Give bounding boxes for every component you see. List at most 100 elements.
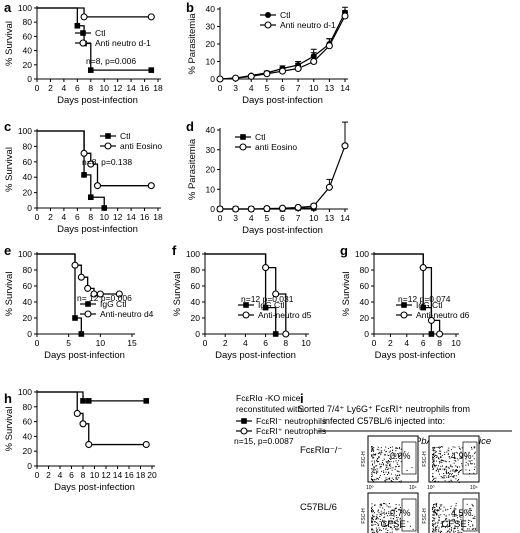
chart-i-dot bbox=[373, 454, 375, 456]
chart-i-dot bbox=[380, 503, 382, 505]
chart-i-dot bbox=[379, 506, 381, 508]
chart-i-dot bbox=[379, 504, 381, 506]
chart-h-series-0-line bbox=[37, 391, 147, 402]
chart-d-series-1-point bbox=[278, 204, 287, 212]
chart-i-dot bbox=[376, 448, 378, 450]
chart-b-series-1-point bbox=[263, 70, 271, 78]
chart-i-dot bbox=[438, 446, 440, 448]
chart-i-dot bbox=[376, 516, 378, 518]
chart-i-dot bbox=[374, 472, 376, 474]
chart-i-dot bbox=[449, 521, 451, 523]
chart-d-x-tick-label: 5 bbox=[265, 213, 270, 223]
chart-d-y-tick-label: 30 bbox=[206, 145, 216, 155]
chart-i-dot bbox=[434, 466, 436, 468]
chart-f-series-1-point bbox=[262, 264, 270, 272]
chart-i-dot bbox=[461, 528, 463, 530]
chart-i-dot bbox=[438, 519, 440, 521]
chart-a-x-label: Days post-infection bbox=[57, 95, 138, 106]
chart-i: Sorted 7/4⁺ Ly6G⁺ FcεRI⁺ neutrophils fro… bbox=[298, 404, 512, 533]
chart-i-dot bbox=[432, 473, 434, 475]
chart-b-x-tick-label: 4 bbox=[249, 83, 254, 93]
chart-i-dot bbox=[471, 503, 473, 505]
panel-c-letter: c bbox=[4, 119, 11, 134]
chart-i-dot bbox=[448, 519, 450, 521]
chart-e-series-1 bbox=[37, 253, 123, 298]
chart-i-dot bbox=[395, 466, 397, 468]
chart-i-dot bbox=[435, 465, 437, 467]
chart-i-dot bbox=[439, 462, 441, 464]
chart-h-x-tick-label: 4 bbox=[58, 470, 63, 480]
chart-i-dot bbox=[371, 511, 373, 513]
chart-i-dot bbox=[400, 453, 402, 455]
chart-i-dot bbox=[372, 464, 374, 466]
chart-i-dot bbox=[378, 457, 380, 459]
chart-i-dot bbox=[372, 457, 374, 459]
chart-i-dot bbox=[450, 449, 452, 451]
chart-i-dot bbox=[380, 452, 382, 454]
chart-i-dot bbox=[457, 480, 459, 482]
chart-i-dot bbox=[451, 519, 453, 521]
chart-i-dot bbox=[389, 478, 391, 480]
chart-i-dot bbox=[371, 478, 373, 480]
chart-i-dot bbox=[467, 519, 469, 521]
panel-f-letter: f bbox=[172, 243, 177, 258]
chart-a-legend-label: Ctl bbox=[95, 28, 106, 38]
chart-i-dot bbox=[454, 471, 456, 473]
chart-i-dot bbox=[455, 503, 457, 505]
chart-d-series-1-line bbox=[220, 145, 346, 210]
chart-i-dot bbox=[387, 447, 389, 449]
chart-i-dot bbox=[432, 504, 434, 506]
chart-i-dot bbox=[382, 459, 384, 461]
chart-i-dot bbox=[457, 530, 459, 532]
chart-i-dot bbox=[395, 503, 397, 505]
chart-i-dot bbox=[379, 518, 381, 520]
chart-i-dot bbox=[432, 449, 434, 451]
chart-i-dot bbox=[458, 531, 460, 533]
chart-h-series-1-point bbox=[85, 440, 93, 449]
chart-i-dot bbox=[440, 531, 442, 533]
chart-i-dot bbox=[386, 512, 388, 514]
chart-i-dot bbox=[381, 512, 383, 514]
chart-i-dot bbox=[444, 526, 446, 528]
chart-i-dot bbox=[470, 510, 472, 512]
chart-h-series-1-line bbox=[37, 391, 147, 446]
chart-f-series-0-point bbox=[272, 331, 279, 337]
chart-i-gate bbox=[462, 441, 478, 475]
chart-i-dot bbox=[434, 523, 436, 525]
chart-h-y-tick-label: 100 bbox=[18, 387, 32, 397]
chart-b-legend-marker bbox=[265, 12, 271, 18]
chart-b-legend-label: Anti neutro d-1 bbox=[280, 20, 336, 30]
chart-e-x-tick-label: 0 bbox=[35, 338, 40, 348]
chart-i-dot bbox=[432, 466, 434, 468]
chart-c-x-tick-label: 10 bbox=[99, 212, 109, 222]
chart-c-series-0-point bbox=[81, 172, 87, 178]
chart-i-dot bbox=[470, 520, 472, 522]
chart-i-dot bbox=[469, 472, 471, 474]
chart-i-dot bbox=[394, 452, 396, 454]
chart-i-dot bbox=[371, 448, 373, 450]
chart-i-dot bbox=[373, 479, 375, 481]
chart-i-dot bbox=[458, 446, 460, 448]
chart-f-y-tick-label: 20 bbox=[191, 313, 201, 323]
chart-i-dot bbox=[373, 472, 375, 474]
chart-c-x-tick-label: 0 bbox=[35, 212, 40, 222]
chart-i-dot bbox=[397, 474, 399, 476]
chart-i-dot bbox=[432, 510, 434, 512]
chart-i-dot bbox=[387, 459, 389, 461]
chart-i-dot bbox=[447, 472, 449, 474]
chart-i-dot bbox=[474, 528, 476, 530]
chart-i-dot bbox=[448, 468, 450, 470]
chart-i-dot bbox=[439, 447, 441, 449]
chart-i-dot bbox=[432, 526, 434, 528]
chart-i-dot bbox=[448, 477, 450, 479]
chart-i-dot bbox=[432, 524, 434, 526]
chart-d-series-1-point bbox=[341, 142, 349, 150]
chart-i-dot bbox=[453, 521, 455, 523]
chart-i-dot bbox=[391, 446, 393, 448]
chart-i-dot bbox=[434, 510, 436, 512]
chart-i-dot bbox=[433, 450, 435, 452]
chart-i-dot bbox=[454, 446, 456, 448]
chart-i-dot bbox=[389, 446, 391, 448]
chart-b-series-1-point bbox=[310, 57, 318, 66]
